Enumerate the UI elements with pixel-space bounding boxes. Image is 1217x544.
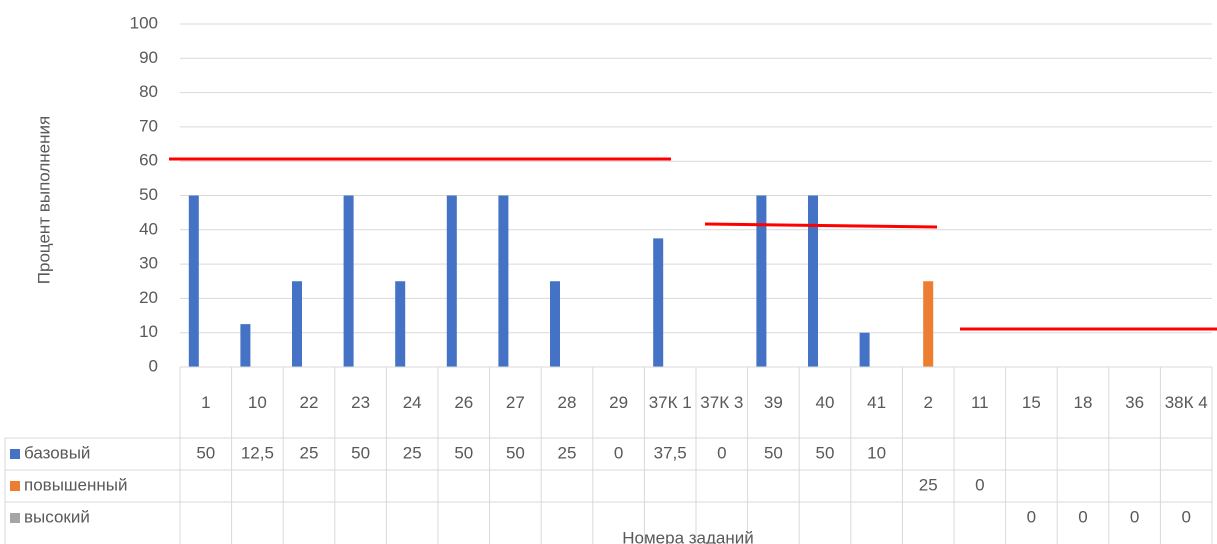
x-tick-label: 27 xyxy=(505,392,525,412)
legend-swatch xyxy=(10,481,20,491)
y-tick-label: 30 xyxy=(139,254,158,273)
threshold-line xyxy=(704,222,938,229)
y-tick-label: 50 xyxy=(139,185,158,204)
x-tick-label: 10 xyxy=(247,392,267,412)
data-table-value: 50 xyxy=(454,443,473,462)
bar xyxy=(446,195,457,367)
y-tick-label: 70 xyxy=(139,116,158,135)
data-table-value: 50 xyxy=(351,443,370,462)
data-table-value: 50 xyxy=(506,443,525,462)
bar xyxy=(859,332,870,367)
x-tick-label: 37К 1 xyxy=(648,392,692,412)
bar xyxy=(653,238,664,367)
bar xyxy=(498,195,509,367)
x-tick-label: 1 xyxy=(201,392,211,412)
data-table-value: 0 xyxy=(1130,507,1139,526)
x-tick-label-box: 26 xyxy=(454,392,474,412)
x-tick-label: 15 xyxy=(1021,392,1041,412)
data-table-value: 0 xyxy=(975,475,984,494)
x-tick-label: 36 xyxy=(1125,392,1145,412)
x-axis-title: Номера заданий xyxy=(622,528,754,544)
bar xyxy=(188,195,199,367)
x-tick-label-box: 37К 3 xyxy=(700,392,744,412)
x-tick-label-box: 18 xyxy=(1073,392,1093,412)
data-table-value: 0 xyxy=(1027,507,1036,526)
x-tick-label-box: 11 xyxy=(970,392,989,412)
data-table-value: 50 xyxy=(196,443,215,462)
x-tick-label-box: 36 xyxy=(1125,392,1145,412)
x-tick-label-box: 29 xyxy=(609,392,629,412)
y-axis-title: Процент выполнения xyxy=(34,116,53,284)
y-tick-label: 100 xyxy=(130,13,158,32)
x-tick-label-box: 41 xyxy=(867,392,887,412)
bar xyxy=(240,324,251,367)
x-tick-label: 26 xyxy=(454,392,474,412)
x-tick-label: 2 xyxy=(923,392,933,412)
x-tick-label-box: 15 xyxy=(1021,392,1041,412)
x-tick-label: 39 xyxy=(763,392,783,412)
y-tick-label: 0 xyxy=(149,356,158,375)
x-tick-label: 28 xyxy=(557,392,577,412)
legend-label: повышенный xyxy=(24,475,128,494)
x-tick-label-box: 37К 1 xyxy=(648,392,692,412)
x-tick-label-box: 24 xyxy=(402,392,422,412)
x-tick-label-box: 38К 4 xyxy=(1164,392,1208,412)
bar xyxy=(808,195,818,367)
data-table-value: 0 xyxy=(614,443,623,462)
x-tick-label: 22 xyxy=(299,392,319,412)
y-tick-label: 90 xyxy=(139,48,158,67)
x-tick-label: 38К 4 xyxy=(1164,392,1208,412)
data-table-value: 12,5 xyxy=(241,443,274,462)
y-tick-label: 60 xyxy=(139,151,158,170)
data-table-value: 37,5 xyxy=(654,443,687,462)
x-tick-label: 40 xyxy=(815,392,835,412)
x-tick-label-box: 23 xyxy=(351,392,371,412)
y-tick-label: 80 xyxy=(139,82,158,101)
y-tick-label: 10 xyxy=(139,322,158,341)
data-table-value: 0 xyxy=(1181,507,1190,526)
data-table-value: 0 xyxy=(717,443,726,462)
bar xyxy=(292,281,302,367)
data-table-value: 25 xyxy=(919,475,938,494)
data-table-value: 50 xyxy=(764,443,783,462)
x-tick-label: 29 xyxy=(609,392,629,412)
x-tick-label: 18 xyxy=(1073,392,1093,412)
x-tick-label: 37К 3 xyxy=(700,392,744,412)
legend-swatch xyxy=(10,449,20,459)
x-tick-label: 41 xyxy=(867,392,887,412)
bar xyxy=(756,195,767,367)
x-tick-label: 11 xyxy=(970,392,989,412)
bar xyxy=(343,195,354,367)
data-table-value: 25 xyxy=(403,443,422,462)
data-table-value: 50 xyxy=(816,443,835,462)
x-tick-label-box: 27 xyxy=(505,392,525,412)
x-tick-label: 23 xyxy=(351,392,371,412)
data-table-value: 0 xyxy=(1078,507,1087,526)
x-tick-label-box: 28 xyxy=(557,392,577,412)
data-table-value: 10 xyxy=(867,443,886,462)
legend-label: высокий xyxy=(24,507,90,526)
x-tick-label-box: 22 xyxy=(299,392,319,412)
x-tick-label-box: 2 xyxy=(923,392,933,412)
bar xyxy=(550,281,560,367)
data-table-value: 25 xyxy=(558,443,577,462)
x-tick-label-box: 10 xyxy=(247,392,267,412)
x-tick-label-box: 39 xyxy=(763,392,783,412)
y-tick-label: 40 xyxy=(139,219,158,238)
legend-label: базовый xyxy=(24,443,90,462)
bar xyxy=(395,281,406,367)
y-tick-label: 20 xyxy=(139,288,158,307)
threshold-lines xyxy=(169,157,1217,331)
x-tick-label-box: 1 xyxy=(201,392,211,412)
x-tick-label: 24 xyxy=(402,392,422,412)
bar xyxy=(923,281,934,367)
legend-swatch xyxy=(10,513,20,523)
x-tick-label-box: 40 xyxy=(815,392,835,412)
data-table-value: 25 xyxy=(300,443,319,462)
